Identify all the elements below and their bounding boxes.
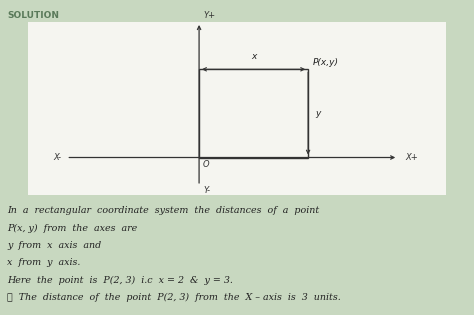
- Text: ∴  The  distance  of  the  point  P(2, 3)  from  the  X – axis  is  3  units.: ∴ The distance of the point P(2, 3) from…: [7, 293, 341, 302]
- Text: Y-: Y-: [204, 186, 211, 196]
- Text: x: x: [251, 52, 256, 61]
- Text: P(x,y): P(x,y): [313, 58, 339, 67]
- Text: X+: X+: [405, 153, 418, 162]
- Text: SOLUTION: SOLUTION: [7, 11, 59, 20]
- Text: In  a  rectangular  coordinate  system  the  distances  of  a  point: In a rectangular coordinate system the d…: [7, 206, 319, 215]
- Text: Here  the  point  is  P(2, 3)  i.c  x = 2  &  y = 3.: Here the point is P(2, 3) i.c x = 2 & y …: [7, 276, 233, 285]
- Bar: [199, 69, 308, 158]
- Text: x  from  y  axis.: x from y axis.: [7, 258, 81, 267]
- Text: X-: X-: [54, 153, 62, 162]
- Text: y: y: [315, 109, 320, 118]
- Text: P(x, y)  from  the  axes  are: P(x, y) from the axes are: [7, 224, 137, 233]
- Text: O: O: [203, 160, 210, 169]
- Bar: [28, 22, 446, 195]
- Text: y  from  x  axis  and: y from x axis and: [7, 241, 101, 250]
- Text: Y+: Y+: [204, 11, 216, 20]
